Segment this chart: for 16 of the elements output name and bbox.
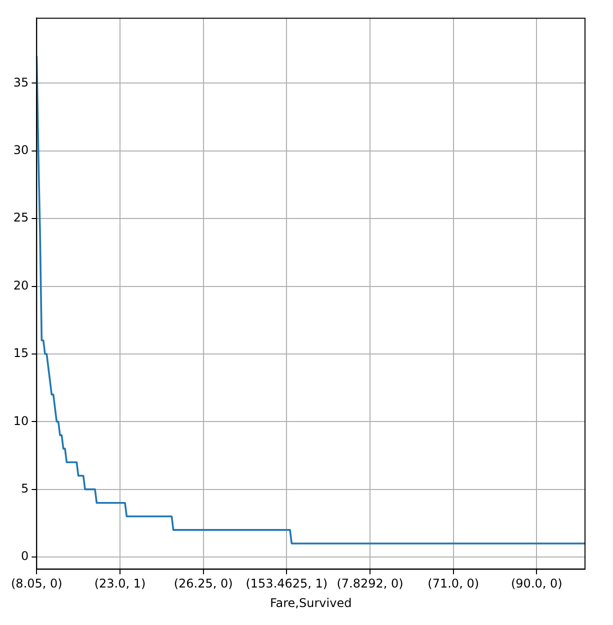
y-tick-label: 15 [13, 346, 29, 360]
y-tick-label: 10 [13, 414, 29, 428]
x-tick-label: (23.0, 1) [94, 576, 146, 591]
y-tick-label: 5 [21, 481, 29, 496]
x-tick-label: (7.8292, 0) [336, 576, 404, 591]
x-tick-label: (26.25, 0) [174, 576, 233, 591]
y-tick-label: 25 [13, 210, 29, 225]
x-axis-title: Fare,Survived [270, 596, 352, 610]
x-tick-label: (90.0, 0) [510, 576, 562, 591]
x-tick-label: (8.05, 0) [10, 576, 62, 591]
y-tick-label: 20 [13, 278, 29, 292]
y-tick-label: 35 [13, 75, 29, 90]
y-tick-label: 0 [21, 549, 29, 564]
y-tick-label: 30 [13, 143, 29, 157]
x-tick-label: (153.4625, 1) [246, 576, 328, 591]
x-tick-label: (71.0, 0) [428, 576, 480, 591]
